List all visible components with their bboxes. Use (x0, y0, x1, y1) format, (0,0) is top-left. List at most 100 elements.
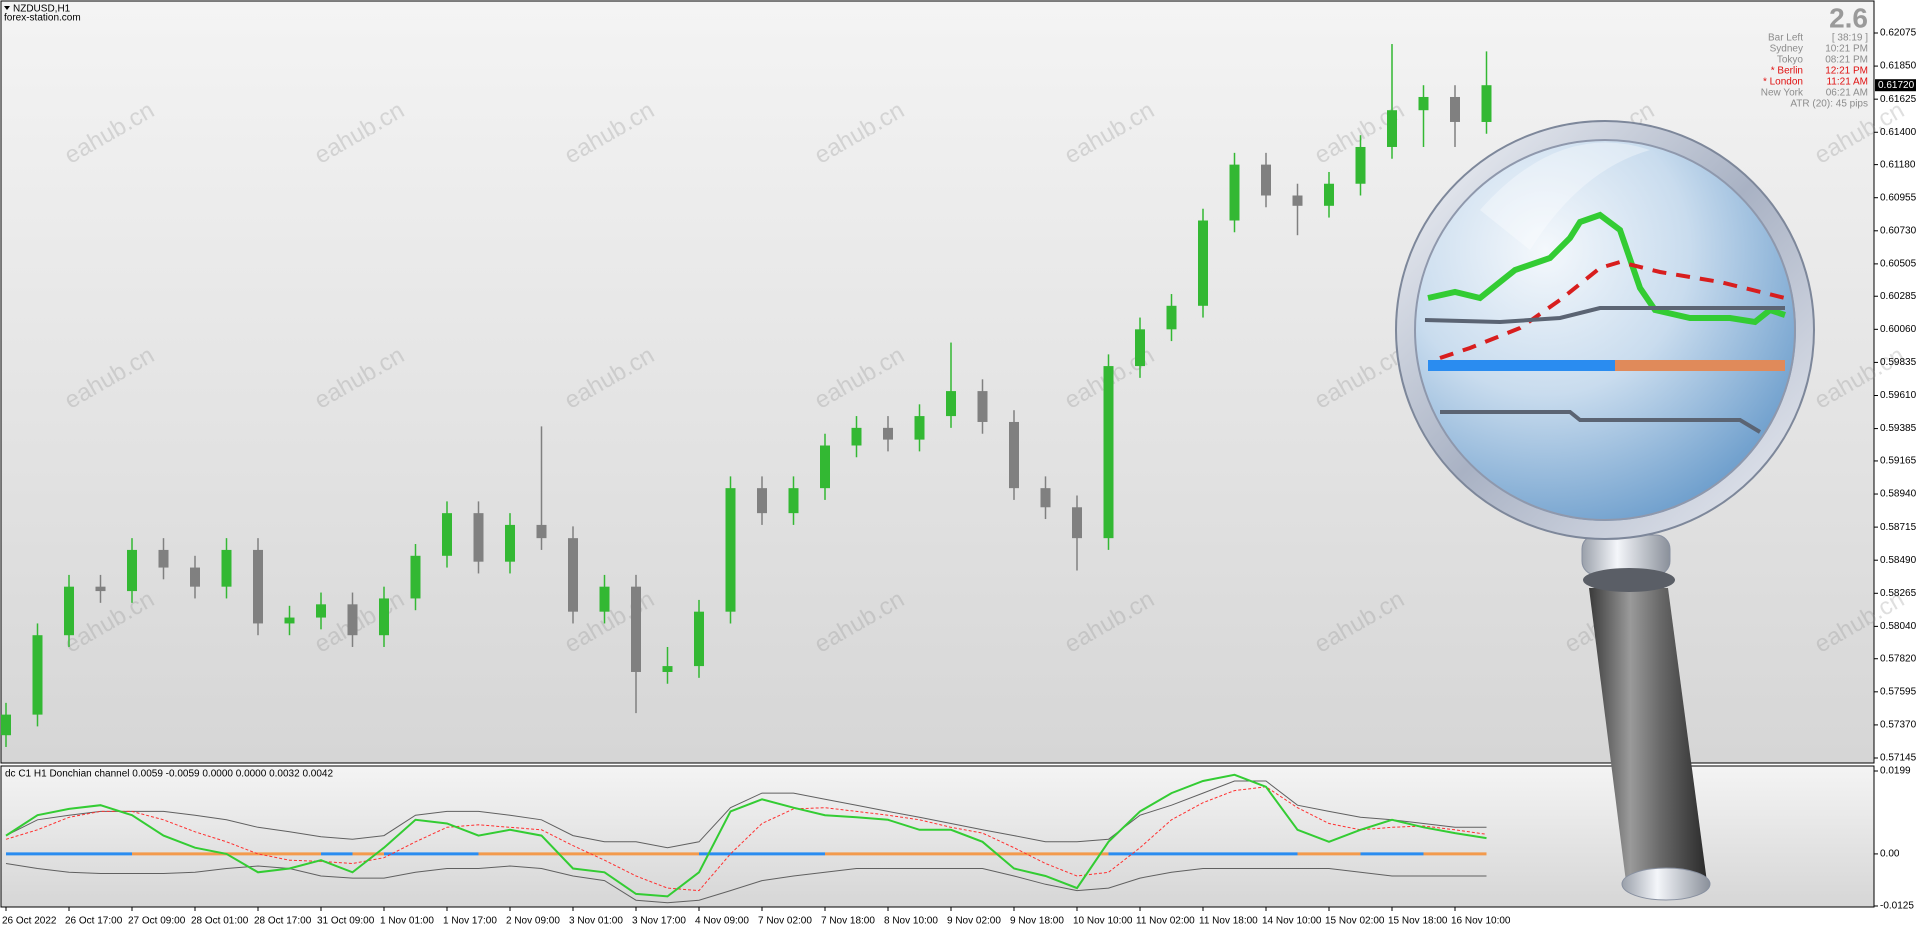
y-tick-label: 0.00 (1880, 849, 1900, 860)
candle-body (95, 586, 106, 592)
y-tick-label: 0.62075 (1880, 28, 1916, 39)
magnifier-rim (1395, 120, 1815, 540)
magnifier-zero-up (1428, 360, 1615, 371)
candle-body (662, 666, 673, 672)
candle-body (851, 427, 862, 446)
x-tick-label: 7 Nov 18:00 (821, 916, 875, 927)
symbol: NZDUSD,H1 (13, 4, 71, 15)
y-tick-label: 0.60955 (1880, 192, 1916, 203)
candle-body (1166, 305, 1177, 330)
candle-body (316, 604, 326, 618)
info-value: 12:21 PM (1825, 66, 1868, 77)
info-value: 08:21 PM (1825, 55, 1868, 66)
x-tick-label: 26 Oct 17:00 (65, 916, 123, 927)
candle-body (1261, 164, 1271, 196)
magnifier (1395, 120, 1815, 901)
indicator-pane (0, 765, 1875, 908)
candle-body (536, 524, 547, 539)
x-tick-label: 28 Oct 01:00 (191, 916, 249, 927)
y-tick-label: 0.58715 (1880, 522, 1916, 533)
indicator-line (5, 863, 1487, 904)
candle-body (1387, 110, 1397, 147)
price-label-box (1875, 79, 1916, 92)
magnifier-line (1427, 211, 1786, 326)
y-tick-label: 0.60505 (1880, 259, 1916, 270)
candle-body (1418, 96, 1429, 111)
indicator-line (5, 773, 1487, 898)
info-panel: Bar Left [ 38:19 ] Sydney 10:21 PM Tokyo 08:2… (1761, 33, 1868, 99)
candle-body (568, 538, 578, 612)
spread: 2.6 (1829, 2, 1868, 33)
price-label: 0.61720 (1878, 80, 1915, 91)
x-tick-label: 15 Nov 02:00 (1325, 916, 1385, 927)
candle-body (599, 586, 610, 612)
candle-body (1324, 183, 1334, 206)
info-label: Sydney (1770, 44, 1803, 55)
y-tick-label: 0.58040 (1880, 621, 1916, 632)
x-tick-label: 1 Nov 01:00 (380, 916, 434, 927)
source: forex-station.com (4, 13, 81, 24)
candle-body (64, 586, 74, 636)
candle-body (1481, 85, 1492, 122)
candle-body (1135, 329, 1145, 367)
info-label: * London (1763, 77, 1803, 88)
info-value: [ 38:19 ] (1832, 33, 1868, 44)
info-value: 11:21 AM (1826, 77, 1868, 88)
y-tick-label: 0.58940 (1880, 489, 1916, 500)
candle-body (32, 635, 43, 715)
candle-body (820, 445, 830, 489)
candle-body (410, 555, 421, 599)
y-tick-label: 0.61850 (1880, 61, 1916, 72)
candle-body (253, 549, 263, 624)
info-label: Tokyo (1777, 55, 1804, 66)
magnifier-cap (1621, 867, 1711, 901)
magnifier-lens (1396, 121, 1814, 539)
x-tick-label: 14 Nov 10:00 (1262, 916, 1322, 927)
candle-body (631, 586, 641, 672)
info-value: 10:21 PM (1825, 44, 1868, 55)
candle-body (883, 427, 893, 440)
y-tick-label: 0.57370 (1880, 720, 1916, 731)
x-tick-label: 8 Nov 10:00 (884, 916, 938, 927)
x-tick-label: 3 Nov 01:00 (569, 916, 623, 927)
candle-body (725, 488, 736, 612)
y-tick-label: 0.59610 (1880, 390, 1916, 401)
x-tick-label: 9 Nov 18:00 (1010, 916, 1064, 927)
candle-body (284, 617, 295, 624)
atr: ATR (20): 45 pips (1790, 99, 1868, 110)
magnifier-signal (1439, 259, 1786, 360)
candle-body (1355, 146, 1366, 184)
candle-body (347, 604, 358, 636)
candle-body (1198, 220, 1208, 306)
y-tick-label: 0.57820 (1880, 653, 1916, 664)
candle-body (1229, 164, 1240, 221)
y-tick-label: 0.60730 (1880, 225, 1916, 236)
magnifier-band (1424, 306, 1785, 325)
magnifier-rim-inner (1414, 139, 1796, 521)
candle-body (1072, 507, 1082, 539)
candle-body (1, 714, 11, 736)
x-tick-label: 15 Nov 18:00 (1388, 916, 1448, 927)
candle-body (379, 598, 389, 636)
y-tick-label: 0.0199 (1880, 766, 1911, 777)
y-tick-label: -0.0125 (1880, 901, 1914, 912)
magnifier-handle (1589, 588, 1707, 882)
candle-body (914, 416, 925, 440)
x-tick-label: 3 Nov 17:00 (632, 916, 686, 927)
y-tick-label: 0.61400 (1880, 127, 1916, 138)
candle-body (977, 391, 988, 422)
candle-body (1103, 366, 1114, 539)
indicator-line (5, 780, 1487, 849)
x-tick-label: 10 Nov 10:00 (1073, 916, 1133, 927)
y-tick-label: 0.61180 (1880, 159, 1916, 170)
candle-body (190, 567, 200, 587)
x-tick-label: 1 Nov 17:00 (443, 916, 497, 927)
candle-body (946, 391, 956, 417)
x-tick-label: 11 Nov 18:00 (1199, 916, 1258, 927)
y-tick-label: 0.57145 (1880, 753, 1916, 764)
candle-body (757, 488, 767, 514)
magnifier-zero-down (1615, 360, 1785, 371)
info-value: 06:21 AM (1826, 88, 1868, 99)
